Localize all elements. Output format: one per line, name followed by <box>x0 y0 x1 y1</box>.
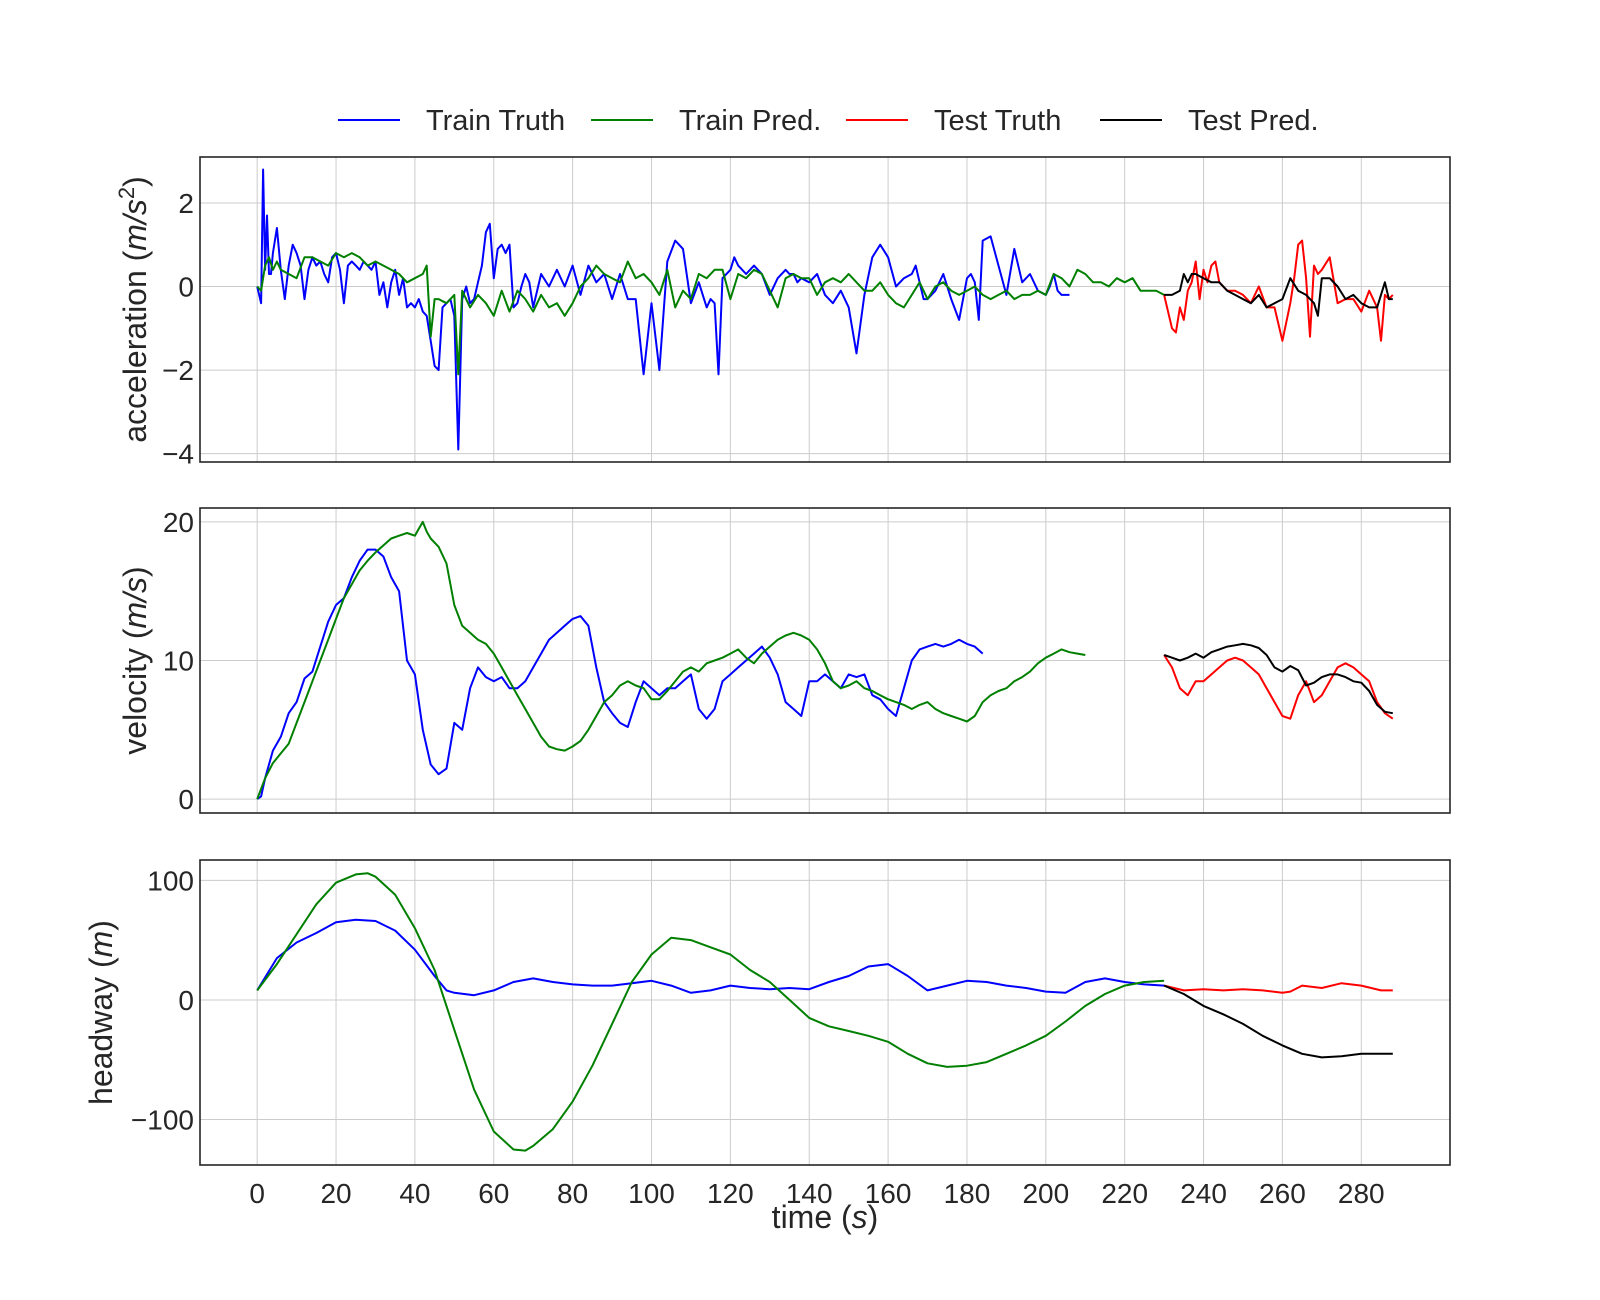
x-tick-label: 260 <box>1259 1178 1306 1209</box>
series-line-train-pred <box>256 872 1165 1152</box>
x-tick-label: 20 <box>320 1178 351 1209</box>
series-group <box>256 168 1394 451</box>
legend: Train Truth Train Pred. Test Truth Test Pre… <box>338 105 1319 137</box>
x-tick-label: 80 <box>557 1178 588 1209</box>
y-tick-label: −100 <box>131 1105 194 1136</box>
series-line-test-pred <box>1163 984 1393 1059</box>
x-tick-label: 40 <box>399 1178 430 1209</box>
series-line-test-pred <box>1164 273 1393 317</box>
x-tick-label: 240 <box>1180 1178 1227 1209</box>
x-tick-label: 160 <box>865 1178 912 1209</box>
y-tick-label: −4 <box>162 439 194 470</box>
plot-frame <box>199 156 1451 463</box>
series-line-train-truth <box>256 918 1165 997</box>
panel-velocity: 20 10 0 velocity (m/s) <box>117 507 1451 815</box>
series-line-train-truth <box>256 548 984 800</box>
plot-frame <box>199 507 1451 814</box>
x-tick-label: 180 <box>944 1178 991 1209</box>
legend-label: Test Truth <box>934 105 1061 137</box>
y-tick-label: 0 <box>178 272 194 303</box>
y-tick-label: 20 <box>163 507 194 538</box>
x-axis-label: time (s) <box>772 1199 879 1235</box>
panel-headway: 100 0 −100 headway (m) 0 20 40 60 80 100 120 140 160… <box>83 859 1451 1209</box>
series-line-test-truth <box>1163 239 1394 342</box>
plot-frame <box>199 859 1451 1166</box>
x-tick-label: 100 <box>628 1178 675 1209</box>
y-axis-label: acceleration (m/s2) <box>114 176 154 443</box>
x-tick-label: 200 <box>1022 1178 1069 1209</box>
y-tick-label: 2 <box>178 188 194 219</box>
legend-label: Train Pred. <box>679 105 821 137</box>
y-tick-label: 0 <box>178 985 194 1016</box>
series-line-train-pred <box>256 252 1165 376</box>
x-tick-label: 220 <box>1101 1178 1148 1209</box>
y-tick-label: 100 <box>147 865 194 896</box>
y-axis-label: velocity (m/s) <box>117 566 153 754</box>
series-line-train-pred <box>256 520 1086 800</box>
legend-label: Test Pred. <box>1188 105 1319 137</box>
y-tick-label: −2 <box>162 355 194 386</box>
x-tick-label: 140 <box>786 1178 833 1209</box>
series-group <box>256 520 1394 800</box>
series-line-test-pred <box>1163 642 1393 715</box>
legend-label: Train Truth <box>426 105 565 137</box>
y-tick-label: 0 <box>178 784 194 815</box>
x-tick-label: 120 <box>707 1178 754 1209</box>
x-tick-label: 0 <box>249 1178 265 1209</box>
series-line-test-truth <box>1163 982 1393 994</box>
x-tick-label: 280 <box>1338 1178 1385 1209</box>
y-axis-label: headway (m) <box>83 920 119 1105</box>
series-line-test-truth <box>1163 654 1394 720</box>
y-tick-label: 10 <box>163 646 194 677</box>
series-group <box>256 872 1393 1152</box>
series-line-train-truth <box>256 168 1070 451</box>
x-tick-label: 60 <box>478 1178 509 1209</box>
panel-acceleration: 2 0 −2 −4 acceleration (m/s2) <box>114 156 1451 470</box>
